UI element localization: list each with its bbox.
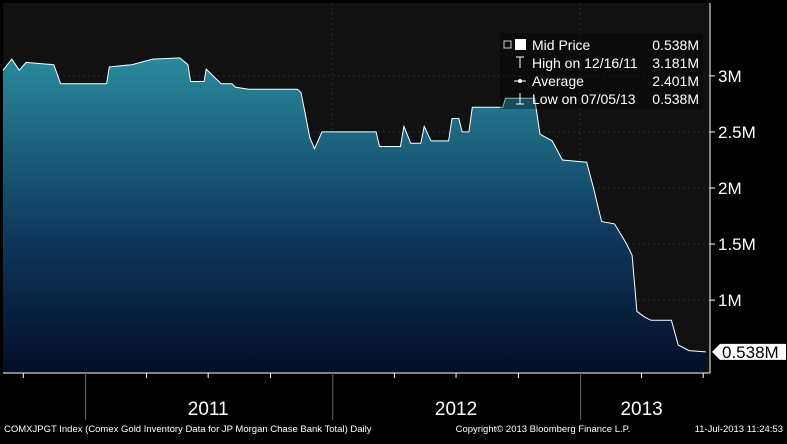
- legend-value: 3.181M: [652, 55, 699, 71]
- square-icon: [515, 39, 526, 50]
- y-tick-label: 2.5M: [718, 123, 756, 142]
- legend-label: Average: [532, 73, 584, 89]
- legend-label: High on 12/16/11: [532, 55, 638, 71]
- y-tick-label: 1M: [718, 291, 742, 310]
- y-tick-label: 2M: [718, 179, 742, 198]
- x-year-label: 2011: [188, 399, 229, 420]
- x-axis-band: [0, 373, 710, 420]
- x-year-label: 2013: [620, 399, 662, 420]
- legend-value: 0.538M: [652, 37, 699, 53]
- x-year-label: 2012: [435, 399, 477, 420]
- footer-copyright: Copyright© 2013 Bloomberg Finance L.P.: [456, 424, 631, 435]
- legend-value: 0.538M: [652, 91, 699, 107]
- legend-label: Mid Price: [532, 37, 591, 53]
- y-tick-label: 3M: [718, 67, 742, 86]
- legend-value: 2.401M: [652, 73, 699, 89]
- y-tick-label: 1.5M: [718, 235, 756, 254]
- legend-label: Low on 07/05/13: [532, 91, 636, 107]
- footer-timestamp: 11-Jul-2013 11:24:53: [695, 424, 783, 435]
- last-value-label: 0.538M: [722, 343, 779, 362]
- footer-ticker: COMXJPGT Index (Comex Gold Inventory Dat…: [4, 424, 372, 435]
